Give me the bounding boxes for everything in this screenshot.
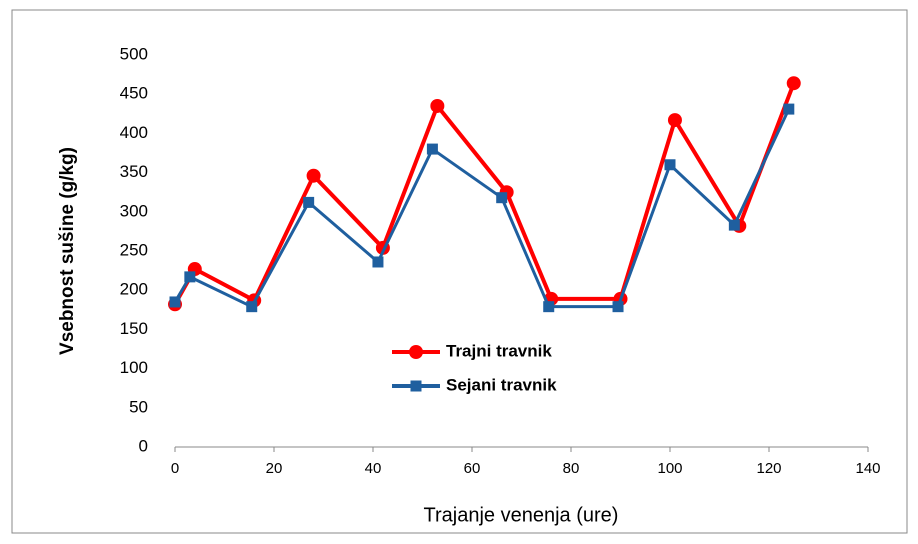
- data-point: [184, 271, 196, 283]
- x-tick-label: 120: [756, 460, 781, 477]
- data-point: [303, 196, 315, 208]
- data-point: [667, 113, 682, 128]
- data-point: [728, 219, 740, 231]
- legend-label: Sejani travnik: [446, 375, 557, 394]
- x-tick-label: 100: [657, 460, 682, 477]
- legend-label: Trajni travnik: [446, 341, 552, 360]
- data-point: [426, 143, 438, 155]
- x-tick-label: 80: [563, 460, 580, 477]
- data-point: [543, 301, 555, 313]
- y-tick-label: 500: [120, 44, 148, 63]
- data-point: [783, 103, 795, 115]
- data-point: [372, 256, 384, 268]
- data-point: [246, 301, 258, 313]
- data-point: [786, 76, 801, 91]
- y-tick-label: 100: [120, 358, 148, 377]
- data-point: [496, 192, 508, 204]
- y-tick-label: 0: [139, 436, 148, 455]
- y-tick-label: 150: [120, 319, 148, 338]
- y-tick-label: 50: [129, 397, 148, 416]
- x-tick-label: 60: [464, 460, 481, 477]
- y-tick-label: 250: [120, 240, 148, 259]
- y-tick-label: 400: [120, 123, 148, 142]
- data-point: [430, 98, 445, 113]
- x-tick-label: 0: [171, 460, 179, 477]
- legend-marker: [409, 345, 423, 359]
- x-tick-label: 40: [365, 460, 382, 477]
- y-axis-title: Vsebnost sušine (g/kg): [57, 147, 78, 355]
- data-point: [169, 296, 181, 308]
- series-line: [173, 82, 796, 306]
- data-point: [612, 301, 624, 313]
- legend-marker: [410, 380, 422, 392]
- y-tick-label: 200: [120, 280, 148, 299]
- chart-frame: [11, 9, 908, 534]
- x-tick-label: 140: [855, 460, 880, 477]
- y-tick-label: 350: [120, 162, 148, 181]
- x-axis-title: Trajanje venenja (ure): [424, 504, 619, 526]
- y-tick-label: 450: [120, 84, 148, 103]
- data-point: [306, 168, 321, 183]
- series-line: [173, 108, 791, 309]
- x-tick-label: 20: [266, 460, 283, 477]
- y-tick-label: 300: [120, 201, 148, 220]
- data-point: [664, 159, 676, 171]
